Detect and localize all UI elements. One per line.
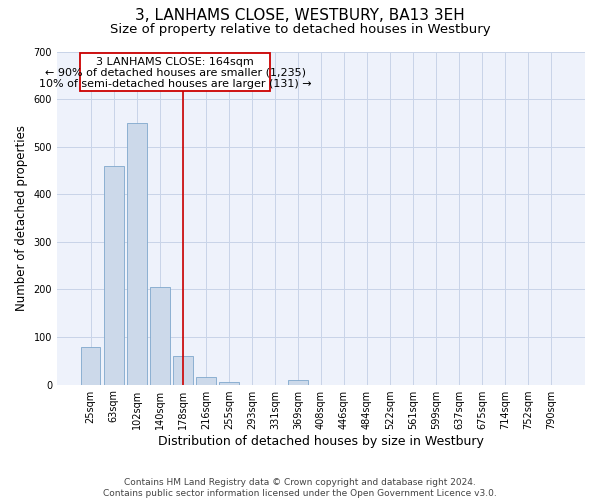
FancyBboxPatch shape — [80, 54, 271, 90]
Text: Contains HM Land Registry data © Crown copyright and database right 2024.
Contai: Contains HM Land Registry data © Crown c… — [103, 478, 497, 498]
Bar — [81, 346, 100, 385]
Bar — [150, 287, 170, 384]
Text: 3, LANHAMS CLOSE, WESTBURY, BA13 3EH: 3, LANHAMS CLOSE, WESTBURY, BA13 3EH — [135, 8, 465, 22]
Bar — [104, 166, 124, 384]
Bar — [127, 123, 146, 384]
Text: Size of property relative to detached houses in Westbury: Size of property relative to detached ho… — [110, 22, 490, 36]
Text: 3 LANHAMS CLOSE: 164sqm: 3 LANHAMS CLOSE: 164sqm — [97, 56, 254, 66]
Y-axis label: Number of detached properties: Number of detached properties — [15, 125, 28, 311]
Text: 10% of semi-detached houses are larger (131) →: 10% of semi-detached houses are larger (… — [39, 79, 311, 89]
Text: ← 90% of detached houses are smaller (1,235): ← 90% of detached houses are smaller (1,… — [45, 68, 306, 78]
Bar — [196, 378, 215, 384]
Bar — [219, 382, 239, 384]
Bar — [173, 356, 193, 384]
X-axis label: Distribution of detached houses by size in Westbury: Distribution of detached houses by size … — [158, 434, 484, 448]
Bar — [288, 380, 308, 384]
